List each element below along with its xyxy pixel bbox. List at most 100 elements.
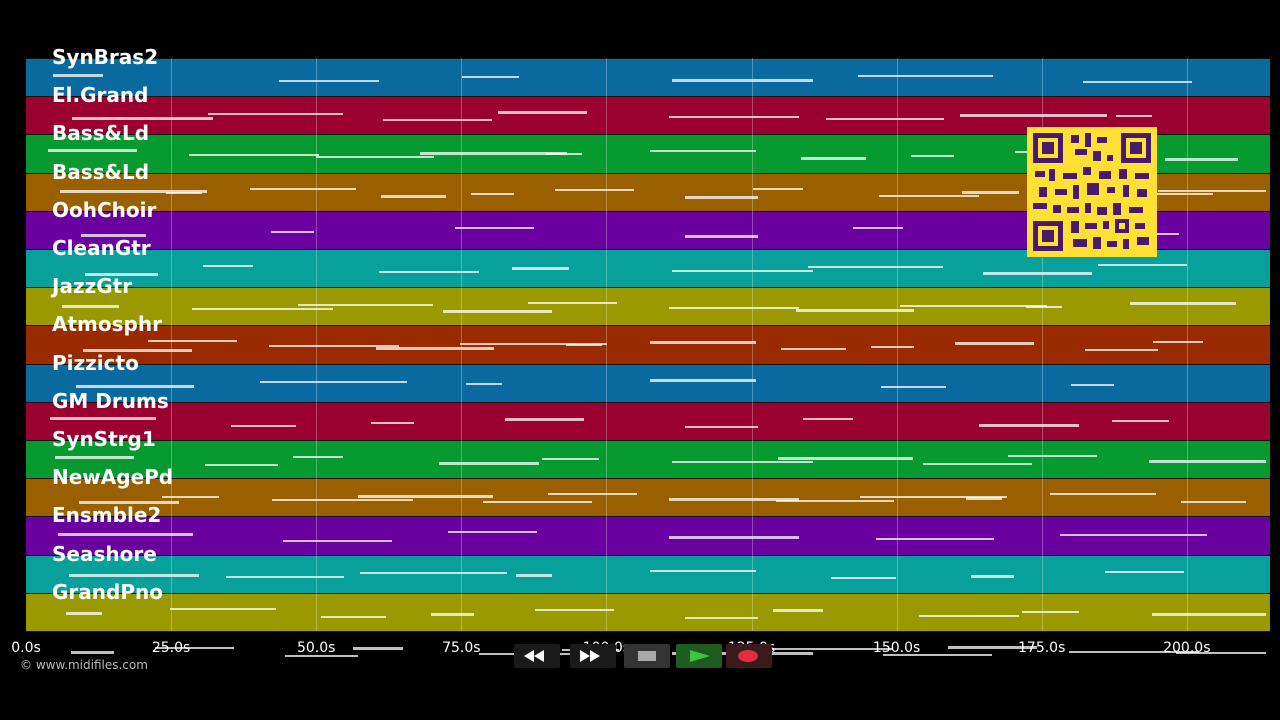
midi-note <box>162 496 219 499</box>
midi-note <box>454 227 534 229</box>
midi-note <box>54 456 134 460</box>
midi-note <box>79 500 179 504</box>
fast-forward-button[interactable] <box>570 644 616 668</box>
track-label: El.Grand <box>52 83 149 108</box>
midi-note <box>1071 383 1115 386</box>
midi-note <box>672 78 813 82</box>
transport-controls <box>510 642 772 670</box>
time-tick-label: 150.0s <box>872 640 921 656</box>
midi-note <box>650 340 756 344</box>
midi-note <box>282 539 392 542</box>
midi-note <box>382 119 492 122</box>
midi-note <box>82 348 192 352</box>
track-label: GrandPno <box>52 579 163 604</box>
midi-note <box>1050 493 1156 496</box>
midi-note <box>548 492 637 495</box>
rewind-button[interactable] <box>514 644 560 668</box>
midi-note <box>50 416 156 420</box>
midi-note <box>684 425 758 428</box>
midi-note <box>360 572 507 575</box>
time-gridline <box>896 58 898 631</box>
track-lane <box>26 401 1270 440</box>
midi-note <box>971 574 1015 578</box>
midi-note <box>752 188 804 191</box>
midi-note <box>545 153 582 156</box>
midi-note <box>1025 306 1062 309</box>
midi-note <box>684 196 758 200</box>
midi-note <box>375 346 495 350</box>
midi-note <box>965 497 1002 501</box>
midi-note <box>231 424 296 427</box>
midi-note <box>534 609 614 611</box>
midi-note <box>260 381 407 384</box>
midi-note <box>1069 650 1199 653</box>
midi-note <box>875 537 995 540</box>
midi-note <box>669 116 799 118</box>
track-label: Seashore <box>52 541 157 566</box>
track-label: GM Drums <box>52 388 169 413</box>
track-lane <box>26 58 1270 97</box>
play-icon <box>690 650 710 662</box>
midi-note <box>1060 534 1207 536</box>
midi-note <box>204 463 278 466</box>
track-label: Ensmble2 <box>52 503 162 528</box>
time-tick-label: 0.0s <box>11 640 41 656</box>
midi-note <box>1152 341 1204 344</box>
midi-note <box>269 345 399 348</box>
midi-note <box>528 301 617 304</box>
midi-note <box>960 113 1107 117</box>
midi-note <box>148 339 237 342</box>
midi-note <box>1175 652 1266 655</box>
time-tick-label: 50.0s <box>296 640 336 656</box>
track-lane <box>26 592 1270 631</box>
time-gridline <box>171 58 173 631</box>
midi-note <box>192 307 333 310</box>
midi-note <box>1098 263 1187 266</box>
midi-note <box>1149 459 1266 463</box>
track-lane <box>26 554 1270 593</box>
midi-note <box>352 646 404 650</box>
midi-note <box>498 110 587 114</box>
midi-note <box>807 265 944 268</box>
midi-note <box>825 117 945 120</box>
midi-note <box>75 385 195 388</box>
track-lane <box>26 325 1270 364</box>
qr-code <box>1027 127 1157 257</box>
midi-note <box>775 499 895 502</box>
record-button[interactable] <box>726 644 772 668</box>
midi-note <box>431 613 475 617</box>
midi-note <box>48 148 137 152</box>
stop-icon <box>638 651 656 661</box>
track-lane <box>26 363 1270 402</box>
midi-note <box>81 233 146 237</box>
track-lane <box>26 478 1270 517</box>
midi-note <box>911 154 955 157</box>
midi-note <box>60 190 207 194</box>
midi-note <box>542 458 599 461</box>
midi-note <box>189 154 319 157</box>
midi-note <box>512 267 569 271</box>
midi-note <box>669 307 799 309</box>
midi-note <box>371 422 415 425</box>
stop-button[interactable] <box>624 644 670 668</box>
time-gridline <box>1041 58 1043 631</box>
midi-note <box>515 573 552 577</box>
midi-note <box>831 577 896 580</box>
play-button[interactable] <box>676 644 722 668</box>
midi-note <box>65 611 102 615</box>
record-icon <box>738 650 758 662</box>
track-lane <box>26 440 1270 479</box>
time-gridline <box>461 58 463 631</box>
midi-note <box>297 304 434 307</box>
midi-note <box>57 533 194 537</box>
midi-note <box>271 231 315 234</box>
midi-note <box>1112 419 1169 422</box>
midi-note <box>357 495 494 499</box>
midi-note <box>672 269 813 272</box>
midi-note <box>684 234 758 238</box>
track-label: Bass&Ld <box>52 121 150 146</box>
track-lane <box>26 631 1270 632</box>
track-label: CleanGtr <box>52 236 151 260</box>
midi-note <box>669 536 799 540</box>
midi-note <box>154 647 234 650</box>
